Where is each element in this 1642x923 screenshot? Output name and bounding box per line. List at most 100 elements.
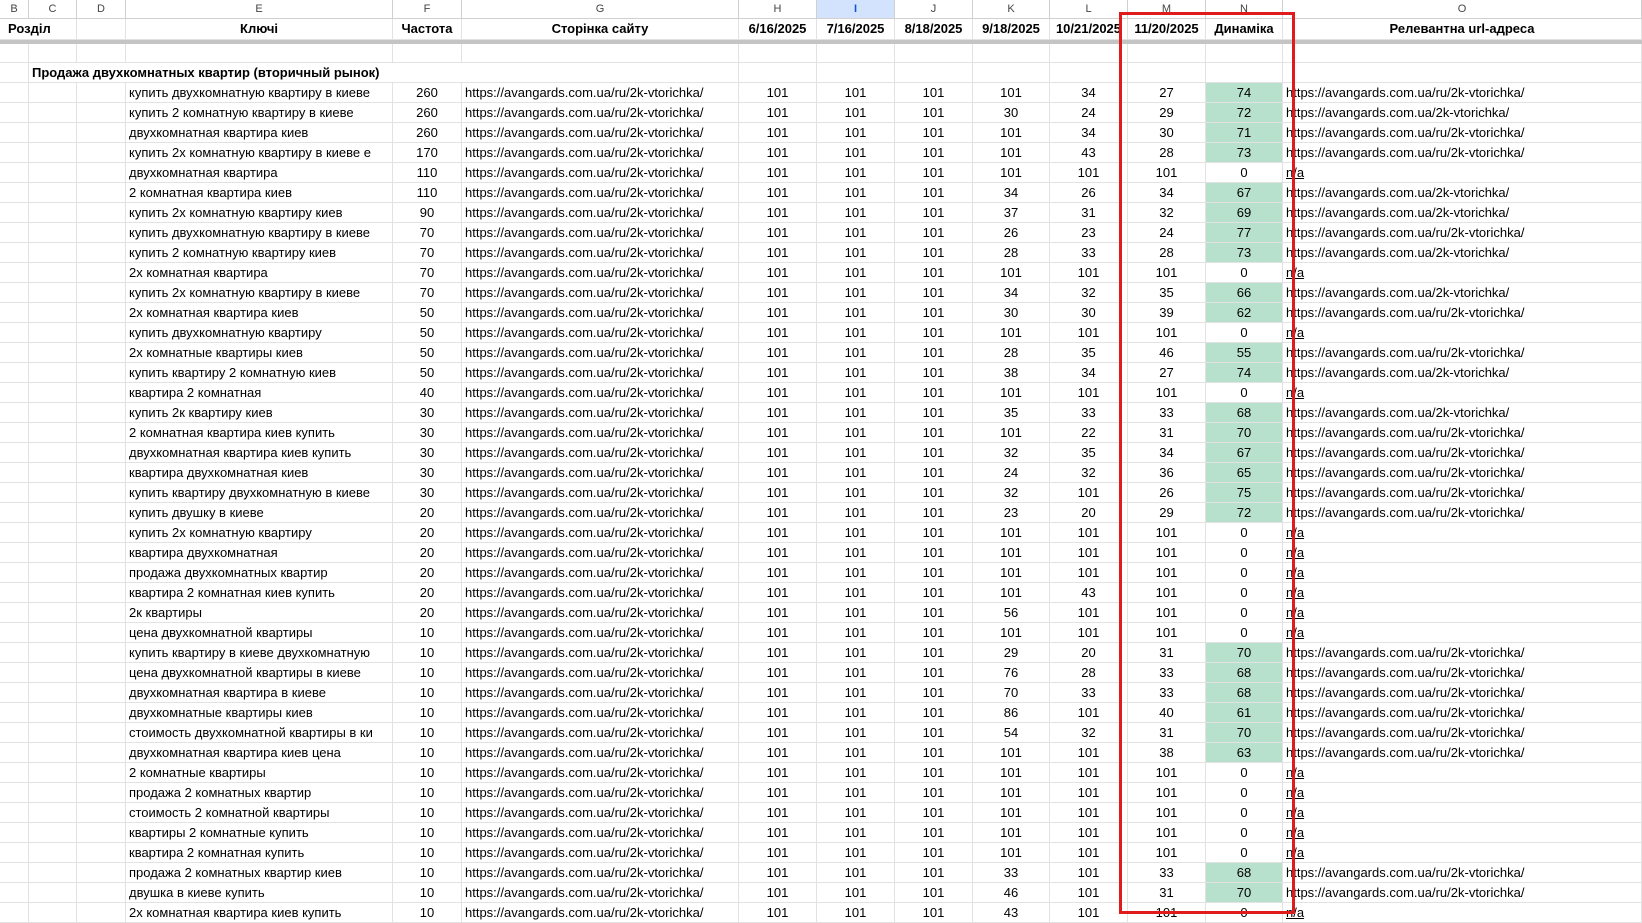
cell[interactable] xyxy=(29,523,77,543)
site-page-link[interactable]: https://avangards.com.ua/ru/2k-vtorichka… xyxy=(465,125,704,140)
position-cell[interactable]: 101 xyxy=(739,263,817,283)
cell[interactable] xyxy=(0,563,29,583)
keyword-cell[interactable]: продажа 2 комнатных квартир xyxy=(126,783,393,803)
position-cell[interactable]: 101 xyxy=(1050,863,1128,883)
header-date[interactable]: 7/16/2025 xyxy=(817,19,895,40)
cell[interactable] xyxy=(29,463,77,483)
keyword-cell[interactable]: купить двухкомнатную квартиру в киеве xyxy=(126,83,393,103)
header-empty[interactable] xyxy=(29,19,77,40)
cell[interactable] xyxy=(0,63,29,83)
cell[interactable] xyxy=(0,423,29,443)
relevant-url-link[interactable]: n/a xyxy=(1286,585,1305,600)
position-cell[interactable]: 101 xyxy=(739,183,817,203)
header-date[interactable]: 11/20/2025 xyxy=(1128,19,1206,40)
relevant-url-link[interactable]: https://avangards.com.ua/2k-vtorichka/ xyxy=(1286,245,1510,260)
cell[interactable] xyxy=(29,803,77,823)
cell[interactable] xyxy=(393,44,462,63)
cell[interactable] xyxy=(817,44,895,63)
dynamics-cell[interactable]: 0 xyxy=(1206,323,1283,343)
relevant-url-link[interactable]: n/a xyxy=(1286,805,1305,820)
position-cell[interactable]: 101 xyxy=(817,803,895,823)
dynamics-cell[interactable]: 69 xyxy=(1206,203,1283,223)
keyword-cell[interactable]: 2х комнатная квартира киев xyxy=(126,303,393,323)
keyword-cell[interactable]: купить 2 комнатную квартиру киев xyxy=(126,243,393,263)
cell[interactable] xyxy=(77,323,126,343)
relevant-url-cell[interactable]: n/a xyxy=(1283,903,1642,923)
column-header-I[interactable]: I xyxy=(817,0,895,19)
frequency-cell[interactable]: 10 xyxy=(393,803,462,823)
cell[interactable] xyxy=(77,543,126,563)
site-page-link[interactable]: https://avangards.com.ua/ru/2k-vtorichka… xyxy=(465,85,704,100)
position-cell[interactable]: 101 xyxy=(817,443,895,463)
cell[interactable] xyxy=(0,503,29,523)
relevant-url-cell[interactable]: https://avangards.com.ua/ru/2k-vtorichka… xyxy=(1283,303,1642,323)
header-keys[interactable]: Ключі xyxy=(126,19,393,40)
cell[interactable] xyxy=(29,143,77,163)
dynamics-cell[interactable]: 70 xyxy=(1206,883,1283,903)
position-cell[interactable]: 32 xyxy=(973,443,1050,463)
position-cell[interactable]: 34 xyxy=(1128,183,1206,203)
cell[interactable] xyxy=(77,703,126,723)
site-page-cell[interactable]: https://avangards.com.ua/ru/2k-vtorichka… xyxy=(462,283,739,303)
site-page-link[interactable]: https://avangards.com.ua/ru/2k-vtorichka… xyxy=(465,805,704,820)
position-cell[interactable]: 29 xyxy=(1128,503,1206,523)
position-cell[interactable]: 101 xyxy=(739,843,817,863)
position-cell[interactable]: 101 xyxy=(817,523,895,543)
keyword-cell[interactable]: продажа двухкомнатных квартир xyxy=(126,563,393,583)
frequency-cell[interactable]: 70 xyxy=(393,223,462,243)
keyword-cell[interactable]: квартира двухкомнатная xyxy=(126,543,393,563)
position-cell[interactable]: 101 xyxy=(739,723,817,743)
position-cell[interactable]: 101 xyxy=(1050,803,1128,823)
position-cell[interactable]: 101 xyxy=(817,783,895,803)
keyword-cell[interactable]: купить 2х комнатную квартиру xyxy=(126,523,393,543)
column-header-K[interactable]: K xyxy=(973,0,1050,19)
cell[interactable] xyxy=(29,903,77,923)
relevant-url-cell[interactable]: https://avangards.com.ua/ru/2k-vtorichka… xyxy=(1283,143,1642,163)
position-cell[interactable]: 101 xyxy=(817,843,895,863)
dynamics-cell[interactable]: 0 xyxy=(1206,783,1283,803)
position-cell[interactable]: 101 xyxy=(895,723,973,743)
site-page-link[interactable]: https://avangards.com.ua/ru/2k-vtorichka… xyxy=(465,745,704,760)
header-date[interactable]: 10/21/2025 xyxy=(1050,19,1128,40)
position-cell[interactable]: 101 xyxy=(973,763,1050,783)
cell[interactable] xyxy=(29,823,77,843)
dynamics-cell[interactable]: 67 xyxy=(1206,183,1283,203)
position-cell[interactable]: 28 xyxy=(1128,243,1206,263)
site-page-cell[interactable]: https://avangards.com.ua/ru/2k-vtorichka… xyxy=(462,843,739,863)
position-cell[interactable]: 101 xyxy=(1050,703,1128,723)
position-cell[interactable]: 101 xyxy=(1050,903,1128,923)
cell[interactable] xyxy=(0,803,29,823)
relevant-url-cell[interactable]: https://avangards.com.ua/ru/2k-vtorichka… xyxy=(1283,343,1642,363)
dynamics-cell[interactable]: 0 xyxy=(1206,383,1283,403)
position-cell[interactable]: 23 xyxy=(973,503,1050,523)
relevant-url-cell[interactable]: n/a xyxy=(1283,383,1642,403)
cell[interactable] xyxy=(77,783,126,803)
site-page-cell[interactable]: https://avangards.com.ua/ru/2k-vtorichka… xyxy=(462,823,739,843)
site-page-link[interactable]: https://avangards.com.ua/ru/2k-vtorichka… xyxy=(465,445,704,460)
cell[interactable] xyxy=(29,623,77,643)
position-cell[interactable]: 26 xyxy=(1050,183,1128,203)
site-page-link[interactable]: https://avangards.com.ua/ru/2k-vtorichka… xyxy=(465,505,704,520)
column-header-N[interactable]: N xyxy=(1206,0,1283,19)
position-cell[interactable]: 101 xyxy=(973,383,1050,403)
cell[interactable] xyxy=(77,343,126,363)
position-cell[interactable]: 101 xyxy=(817,623,895,643)
site-page-cell[interactable]: https://avangards.com.ua/ru/2k-vtorichka… xyxy=(462,183,739,203)
position-cell[interactable]: 101 xyxy=(739,483,817,503)
site-page-cell[interactable]: https://avangards.com.ua/ru/2k-vtorichka… xyxy=(462,403,739,423)
dynamics-cell[interactable]: 68 xyxy=(1206,683,1283,703)
site-page-cell[interactable]: https://avangards.com.ua/ru/2k-vtorichka… xyxy=(462,703,739,723)
position-cell[interactable]: 27 xyxy=(1128,83,1206,103)
cell[interactable] xyxy=(0,343,29,363)
relevant-url-link[interactable]: https://avangards.com.ua/ru/2k-vtorichka… xyxy=(1286,125,1525,140)
position-cell[interactable]: 101 xyxy=(739,343,817,363)
frequency-cell[interactable]: 20 xyxy=(393,583,462,603)
frequency-cell[interactable]: 110 xyxy=(393,183,462,203)
position-cell[interactable]: 43 xyxy=(1050,583,1128,603)
frequency-cell[interactable]: 170 xyxy=(393,143,462,163)
cell[interactable] xyxy=(77,663,126,683)
position-cell[interactable]: 101 xyxy=(817,263,895,283)
column-header-G[interactable]: G xyxy=(462,0,739,19)
site-page-link[interactable]: https://avangards.com.ua/ru/2k-vtorichka… xyxy=(465,605,704,620)
position-cell[interactable]: 38 xyxy=(973,363,1050,383)
